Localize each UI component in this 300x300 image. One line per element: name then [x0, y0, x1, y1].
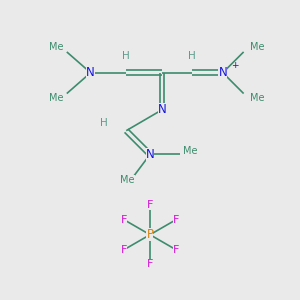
- Text: F: F: [172, 215, 179, 225]
- Text: Me: Me: [49, 43, 64, 52]
- Text: Me: Me: [121, 175, 135, 185]
- Text: N: N: [146, 148, 154, 161]
- Text: Me: Me: [183, 146, 197, 157]
- Text: F: F: [147, 260, 153, 269]
- Text: H: H: [122, 51, 130, 62]
- Text: N: N: [158, 103, 166, 116]
- Text: H: H: [100, 118, 108, 128]
- Text: +: +: [232, 61, 239, 70]
- Text: N: N: [86, 66, 95, 79]
- Text: Me: Me: [250, 93, 264, 103]
- Text: F: F: [121, 244, 127, 255]
- Text: F: F: [172, 244, 179, 255]
- Text: P: P: [146, 228, 154, 241]
- Text: F: F: [121, 215, 127, 225]
- Text: N: N: [218, 66, 227, 79]
- Text: Me: Me: [250, 43, 264, 52]
- Text: H: H: [188, 51, 196, 62]
- Text: F: F: [147, 200, 153, 210]
- Text: Me: Me: [49, 93, 64, 103]
